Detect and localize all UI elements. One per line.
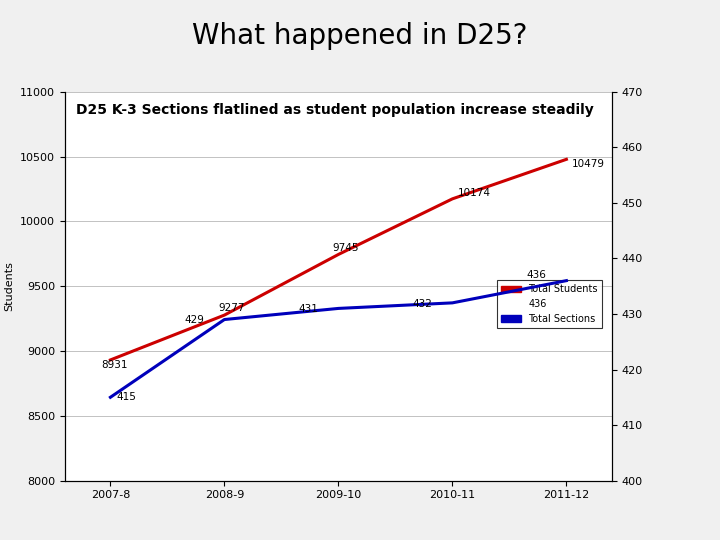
Text: 9277: 9277: [219, 303, 246, 313]
Y-axis label: Students: Students: [4, 261, 14, 311]
Text: 429: 429: [184, 315, 204, 326]
Text: D25 K-3 Sections flatlined as student population increase steadily: D25 K-3 Sections flatlined as student po…: [76, 104, 593, 118]
Text: 415: 415: [116, 392, 136, 402]
Text: 432: 432: [413, 299, 433, 309]
Text: 10174: 10174: [458, 188, 491, 198]
Text: What happened in D25?: What happened in D25?: [192, 23, 528, 50]
Legend: Total Students, 436, Total Sections: Total Students, 436, Total Sections: [498, 280, 602, 328]
Text: 8931: 8931: [102, 360, 127, 370]
Text: 431: 431: [299, 305, 318, 314]
Text: 436: 436: [526, 270, 546, 280]
Text: 9745: 9745: [333, 242, 359, 253]
Text: 10479: 10479: [572, 159, 605, 169]
